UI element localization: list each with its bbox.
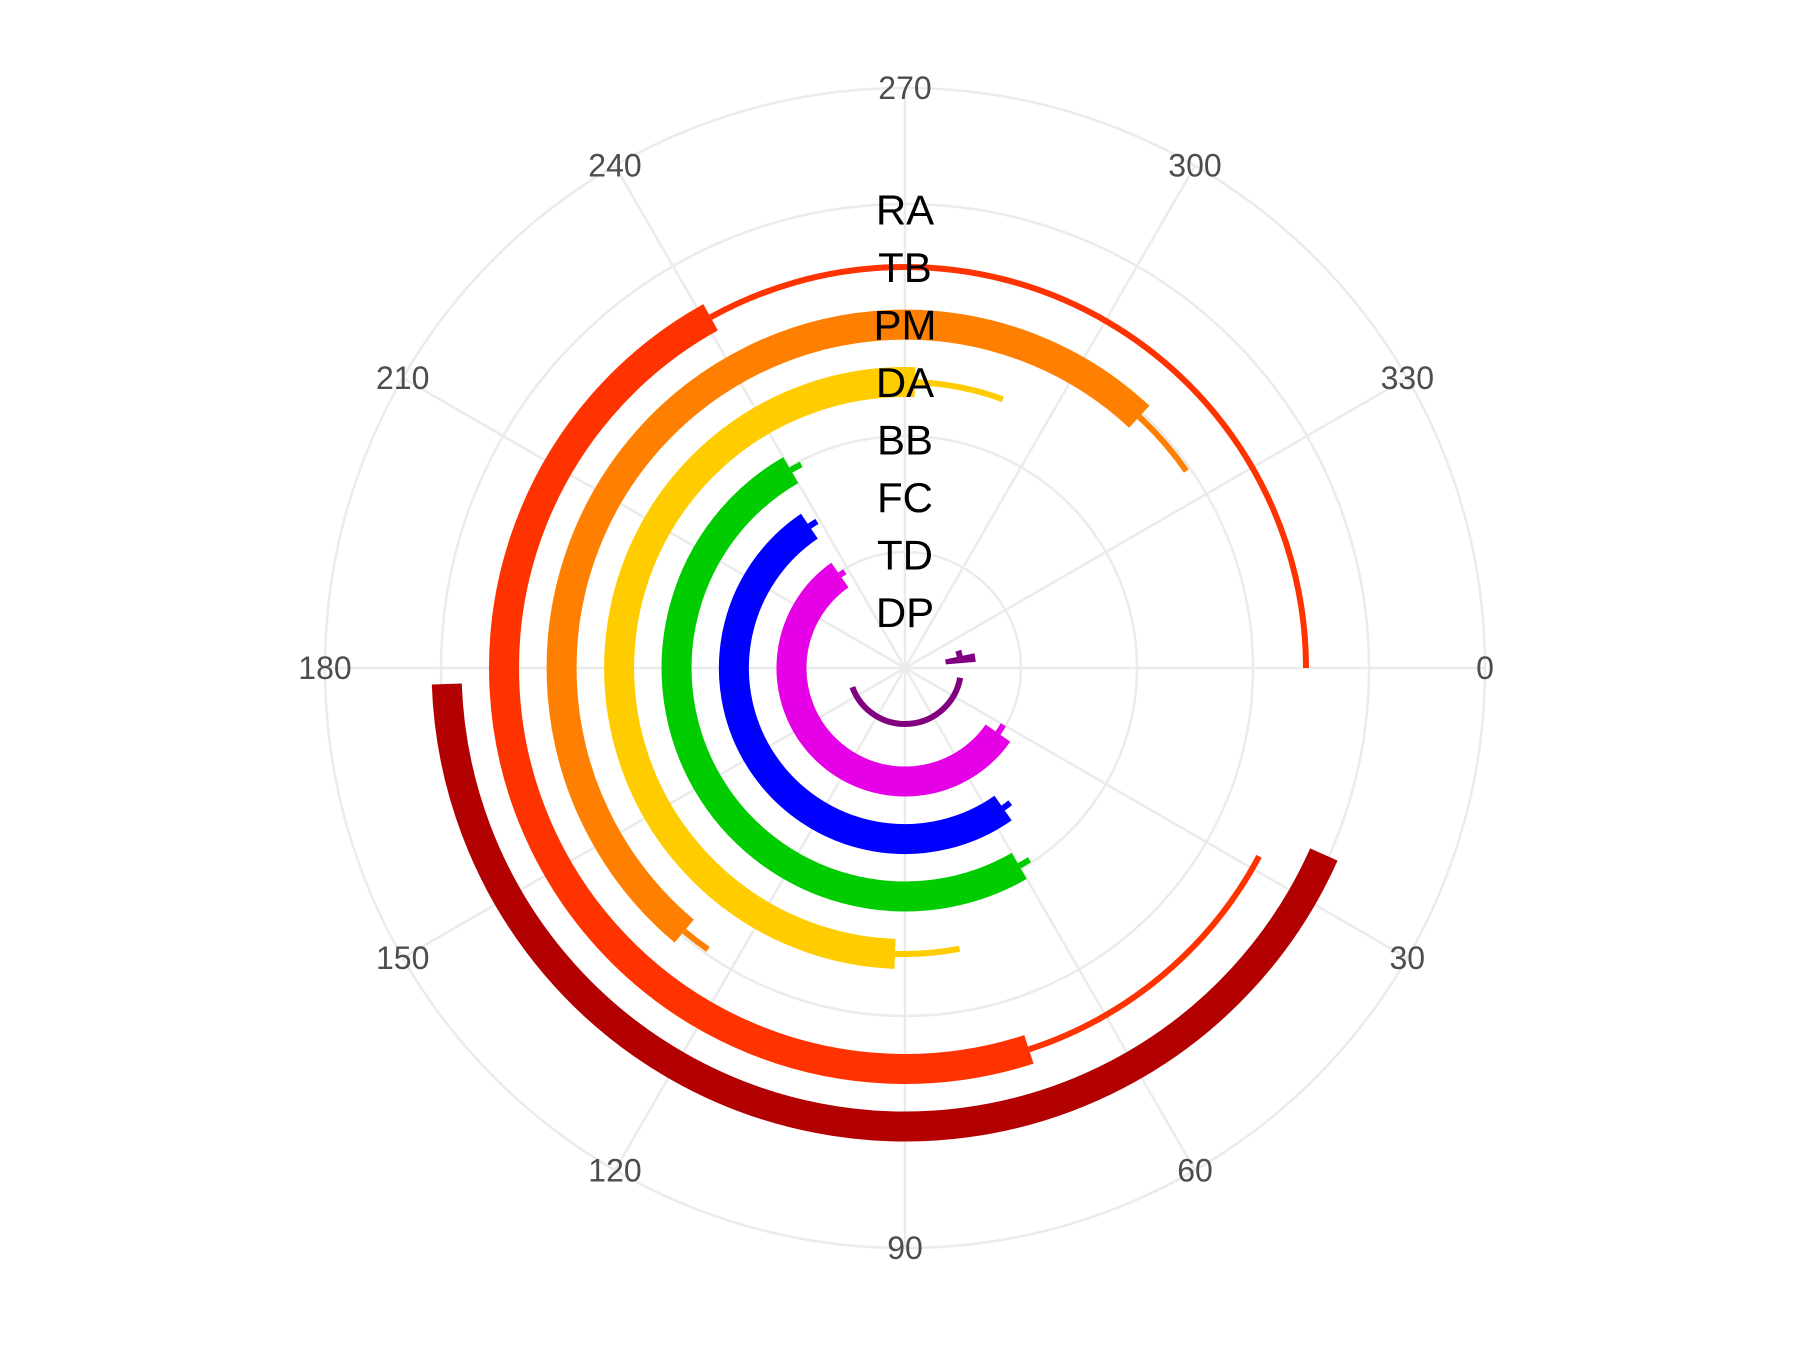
angle-tick-label: 270 (878, 70, 931, 106)
bar-core-td (776, 562, 1011, 797)
category-label: PM (874, 302, 937, 349)
bar-range-bb (789, 461, 803, 473)
angle-tick-label: 180 (298, 650, 351, 686)
grid-spoke (903, 667, 1197, 1171)
category-label: DA (876, 359, 934, 406)
angle-tick-label: 240 (588, 148, 641, 184)
angle-tick-label: 90 (887, 1230, 923, 1266)
bar-range-bb (1017, 857, 1032, 869)
angle-tick-label: 210 (376, 360, 429, 396)
bar-range-dp (849, 677, 964, 727)
category-label: TD (877, 532, 933, 579)
bar-core-dp (945, 653, 976, 665)
angle-tick-label: 300 (1168, 148, 1221, 184)
bar-core-tb (489, 304, 1034, 1084)
category-label: DP (876, 589, 934, 636)
bar-core-da (604, 367, 916, 969)
bar-range-fc (807, 518, 819, 529)
radial-bars (431, 264, 1338, 1142)
bar-range-td (995, 723, 1006, 735)
category-label: BB (877, 417, 933, 464)
category-labels: RA TB PM DA BB FC TD DP (874, 187, 937, 637)
bar-range-pm (682, 928, 710, 952)
angle-tick-labels: 0 30 60 90 120 150 180 210 240 270 300 330 (298, 70, 1494, 1266)
bar-range-td (838, 569, 847, 578)
bar-range-tb (1027, 854, 1262, 1053)
angle-tick-label: 150 (376, 940, 429, 976)
bar-range-da (914, 379, 1004, 403)
bar-range-pm (1137, 414, 1189, 473)
angle-tick-label: 0 (1476, 650, 1494, 686)
bar-core-pm (546, 309, 1150, 943)
bar-range-fc (1001, 800, 1013, 811)
bar-core-bb (661, 457, 1027, 912)
category-label: RA (876, 187, 934, 234)
grid-spoke (903, 165, 1197, 669)
grid-spoke (904, 376, 1408, 670)
bar-range-tb (709, 264, 1309, 669)
bar-core-ra (431, 683, 1338, 1142)
category-label: FC (877, 474, 933, 521)
angle-tick-label: 60 (1177, 1152, 1213, 1188)
angle-tick-label: 330 (1381, 360, 1434, 396)
category-label: TB (878, 244, 932, 291)
angle-tick-label: 120 (588, 1152, 641, 1188)
bar-range-da (894, 945, 961, 957)
angle-tick-label: 30 (1390, 940, 1426, 976)
bar-core-fc (718, 513, 1012, 855)
grid-spoke (904, 666, 1408, 960)
